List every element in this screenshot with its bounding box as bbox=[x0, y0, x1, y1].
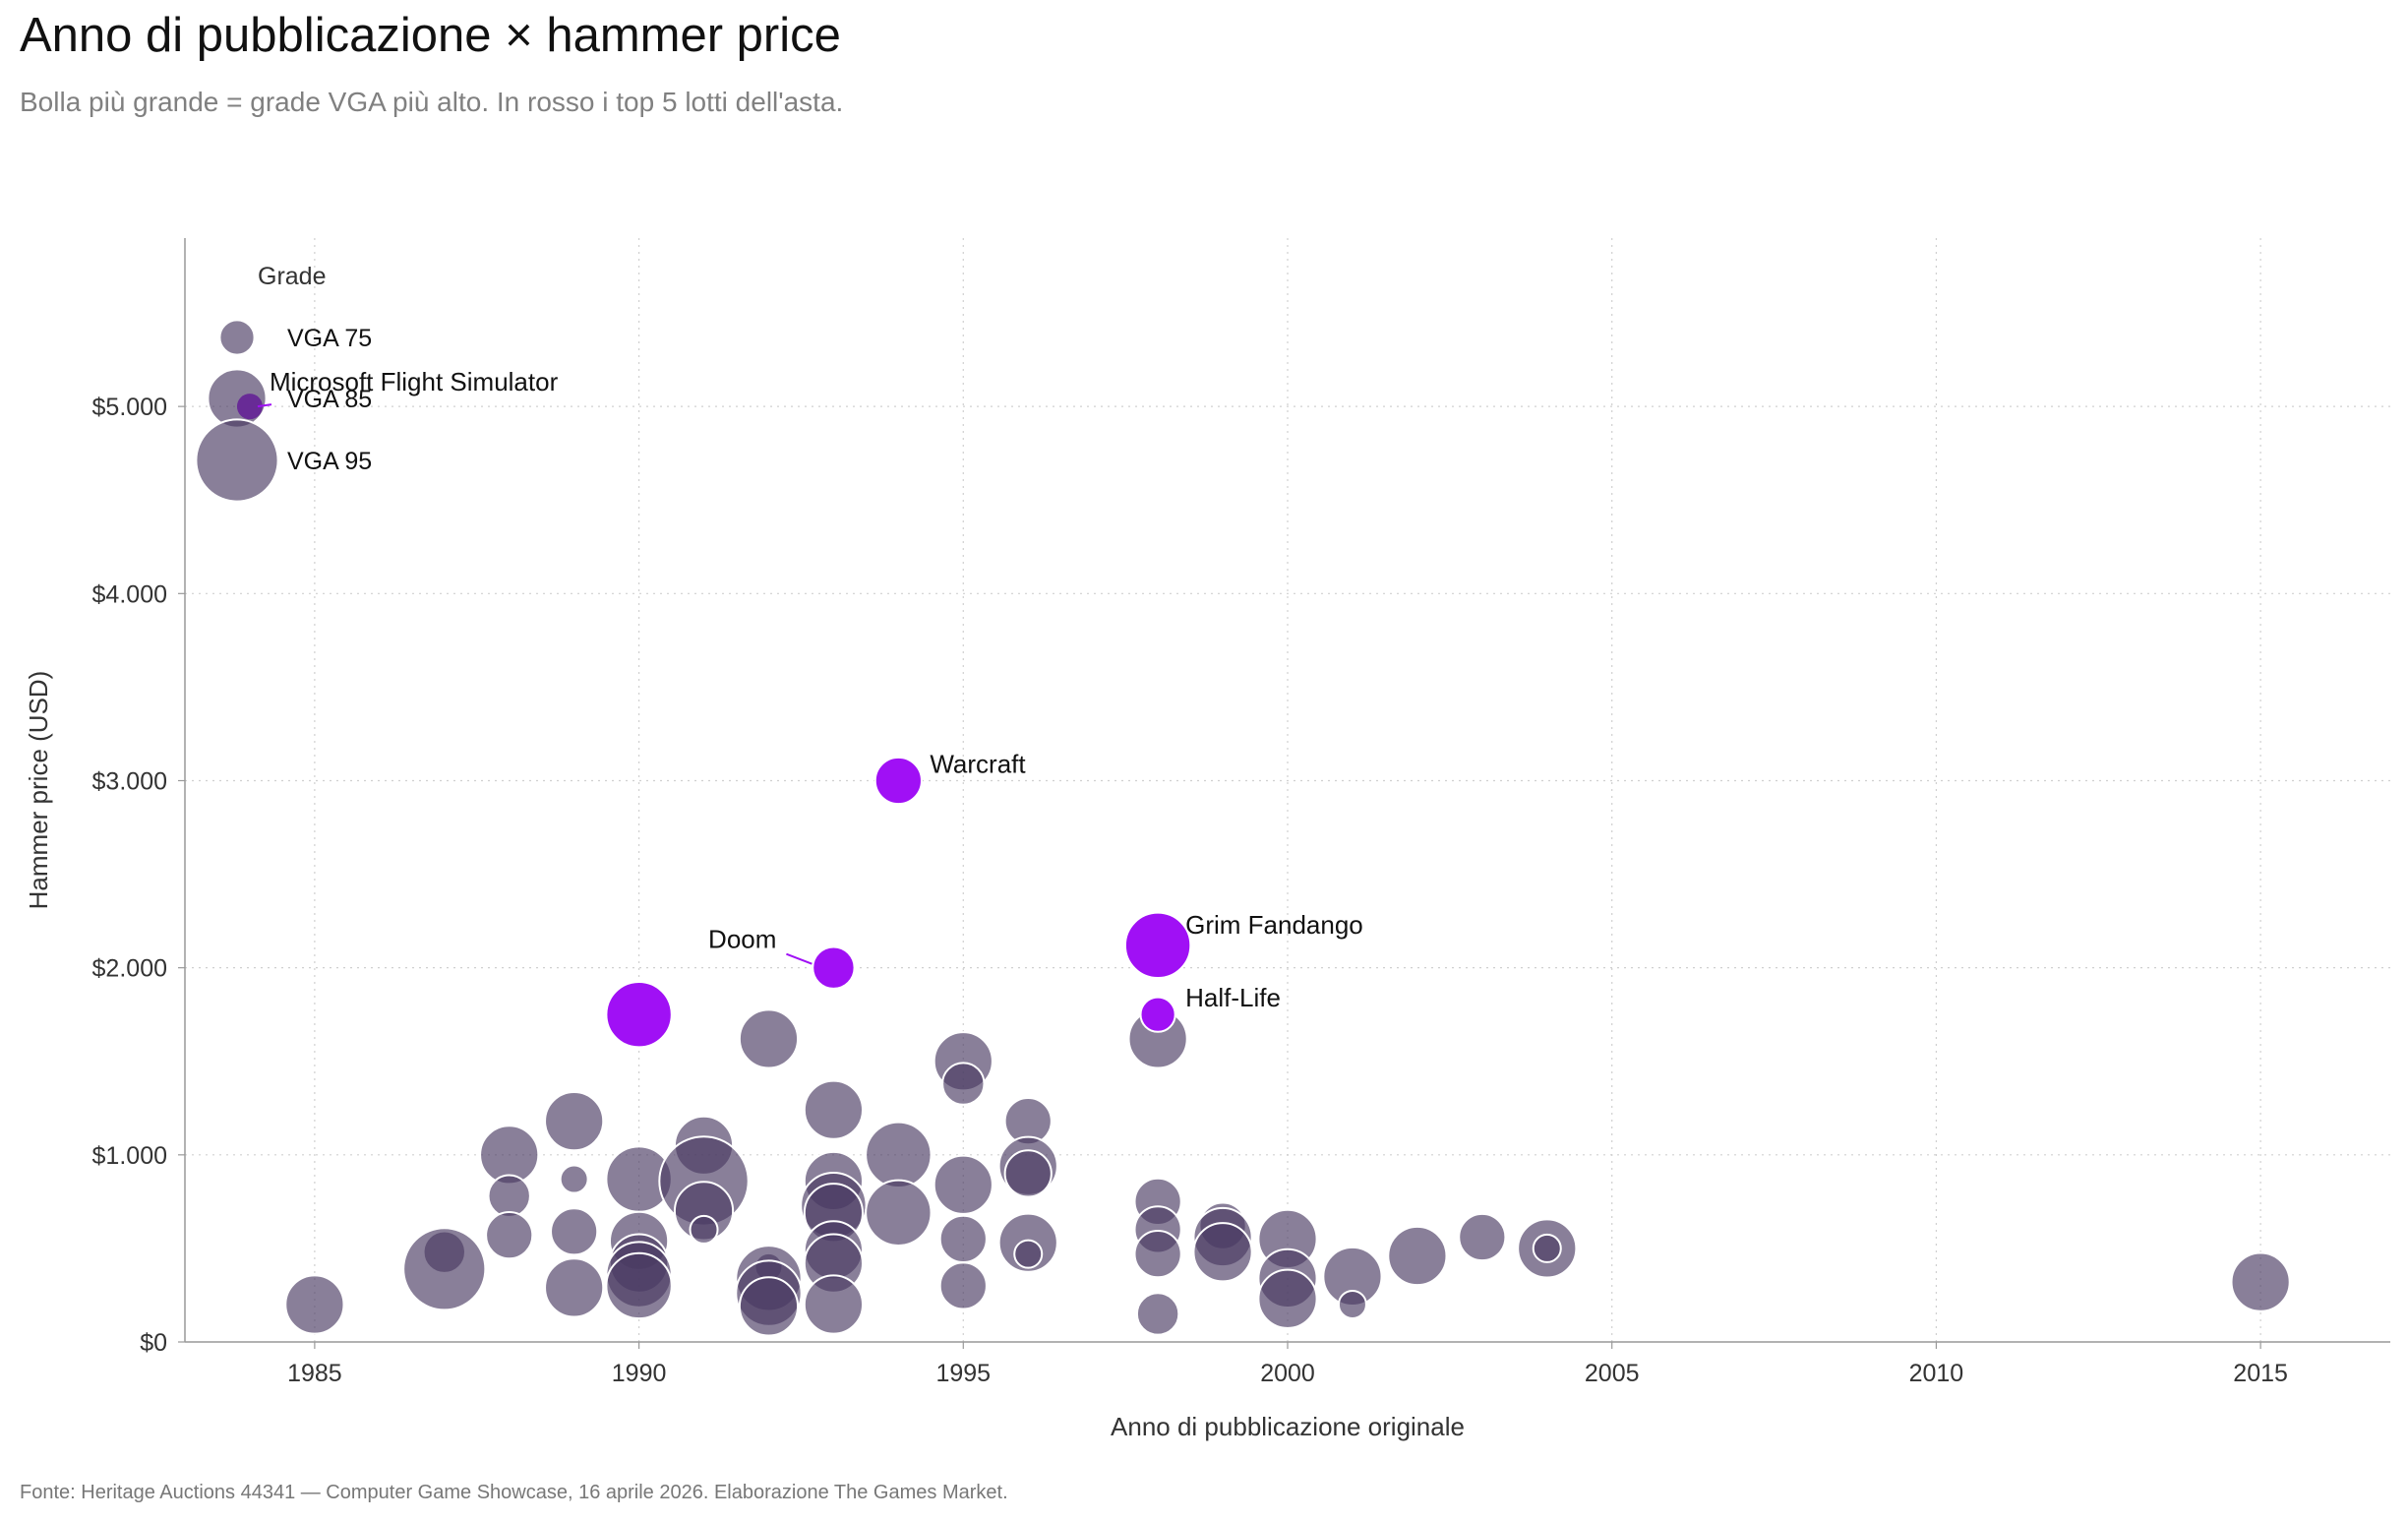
data-point bbox=[605, 1251, 673, 1320]
y-tick-label: $1.000 bbox=[92, 1142, 167, 1170]
legend-label: VGA 95 bbox=[287, 448, 372, 475]
data-point bbox=[1337, 1289, 1367, 1319]
data-point bbox=[487, 1174, 531, 1218]
y-tick-label: $4.000 bbox=[92, 580, 167, 608]
grid-lines bbox=[185, 238, 2390, 1342]
data-point bbox=[803, 1274, 865, 1335]
source-note: Fonte: Heritage Auctions 44341 — Compute… bbox=[20, 1482, 1008, 1503]
data-point bbox=[938, 1214, 988, 1264]
annotation-label: Doom bbox=[708, 925, 776, 954]
data-point bbox=[1003, 1149, 1053, 1198]
legend-title: Grade bbox=[258, 263, 326, 290]
y-tick-label: $0 bbox=[140, 1329, 167, 1357]
data-point bbox=[938, 1261, 988, 1310]
y-axis-title: Hammer price (USD) bbox=[24, 671, 53, 910]
data-point bbox=[1458, 1212, 1507, 1262]
chart-subtitle: Bolla più grande = grade VGA più alto. I… bbox=[20, 87, 844, 117]
highlight-point bbox=[605, 981, 673, 1049]
x-axis-title: Anno di pubblicazione originale bbox=[1111, 1412, 1465, 1441]
data-point bbox=[865, 1121, 933, 1189]
data-point bbox=[544, 1091, 605, 1152]
highlight-point bbox=[873, 756, 923, 806]
data-points bbox=[234, 392, 2291, 1337]
legend-label: VGA 75 bbox=[287, 325, 372, 352]
data-point bbox=[689, 1214, 719, 1245]
data-point bbox=[2230, 1251, 2291, 1312]
annotation-label: Half-Life bbox=[1185, 983, 1281, 1012]
data-point bbox=[803, 1079, 865, 1140]
data-point bbox=[402, 1227, 487, 1311]
y-tick-label: $3.000 bbox=[92, 767, 167, 795]
data-point bbox=[738, 1276, 800, 1337]
legend-label: VGA 85 bbox=[287, 386, 372, 413]
y-tick-label: $5.000 bbox=[92, 394, 167, 421]
data-point bbox=[485, 1211, 534, 1260]
data-point bbox=[865, 1179, 933, 1247]
data-point bbox=[1387, 1225, 1448, 1287]
data-point bbox=[550, 1207, 599, 1256]
data-point bbox=[1013, 1239, 1044, 1269]
highlight-point bbox=[1139, 996, 1176, 1033]
annotation-label: Microsoft Flight Simulator bbox=[270, 367, 559, 396]
x-tick-label: 2005 bbox=[1585, 1360, 1640, 1387]
legend: Grade VGA 75 VGA 85 VGA 95 bbox=[195, 263, 372, 503]
x-tick-label: 1985 bbox=[287, 1360, 342, 1387]
x-tick-label: 2000 bbox=[1260, 1360, 1315, 1387]
data-point bbox=[1135, 1292, 1180, 1336]
highlight-point bbox=[812, 945, 856, 990]
legend-marker bbox=[195, 418, 279, 503]
annotation-leader bbox=[786, 952, 813, 965]
data-point bbox=[738, 1008, 800, 1069]
highlight-point bbox=[1123, 911, 1192, 980]
data-point bbox=[559, 1164, 589, 1194]
data-point bbox=[1192, 1222, 1253, 1283]
annotation-label: Grim Fandango bbox=[1185, 910, 1363, 940]
x-tick-label: 2015 bbox=[2233, 1360, 2288, 1387]
annotation-leader bbox=[257, 403, 272, 408]
data-point bbox=[933, 1154, 993, 1215]
y-tick-label: $2.000 bbox=[92, 955, 167, 983]
annotations: Microsoft Flight Simulator Warcraft Grim F… bbox=[257, 367, 1363, 1012]
x-tick-label: 2010 bbox=[1909, 1360, 1964, 1387]
data-point bbox=[544, 1257, 605, 1318]
data-point bbox=[284, 1274, 345, 1335]
data-point bbox=[941, 1062, 986, 1106]
legend-marker bbox=[218, 319, 256, 356]
x-tick-label: 1990 bbox=[612, 1360, 667, 1387]
data-point bbox=[1133, 1230, 1182, 1279]
x-tick-label: 1995 bbox=[935, 1360, 991, 1387]
annotation-label: Warcraft bbox=[930, 749, 1026, 778]
data-point bbox=[1257, 1268, 1318, 1329]
axes: 1985 1990 1995 2000 2005 2010 2015 $0 $1.000 $2.0… bbox=[24, 238, 2390, 1441]
chart-title: Anno di pubblicazione × hammer price bbox=[20, 9, 841, 62]
data-point bbox=[1532, 1233, 1562, 1263]
